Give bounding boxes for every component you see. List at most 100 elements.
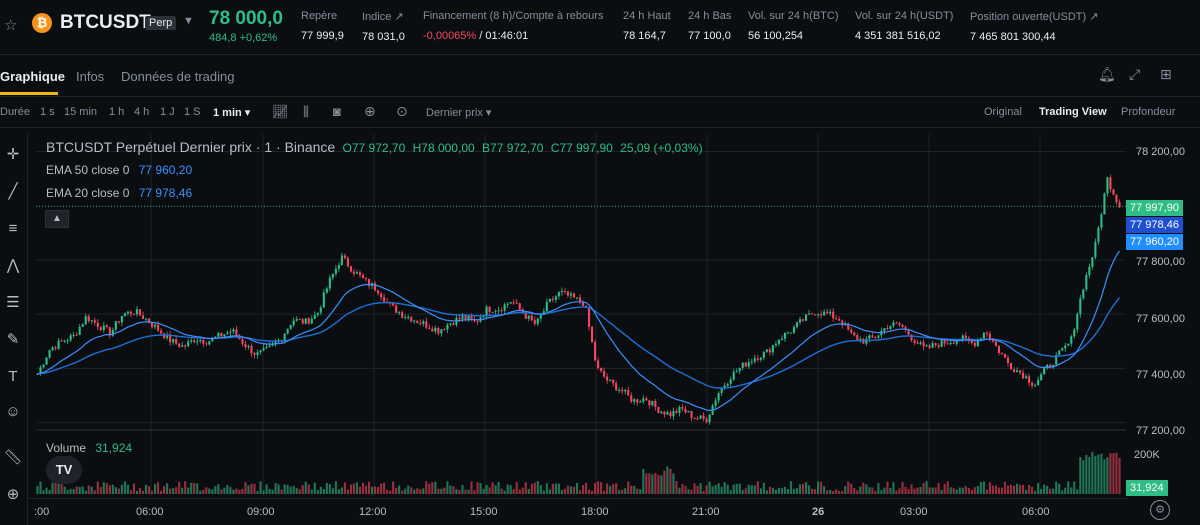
candle-body (1006, 357, 1010, 363)
add-indicator-icon[interactable]: ⊕ (364, 103, 376, 119)
interval-1w[interactable]: 1 S (184, 106, 201, 118)
collapse-legend-button[interactable]: ▲ (45, 210, 69, 228)
volume-bar (491, 482, 494, 494)
interval-15min[interactable]: 15 min (64, 106, 98, 118)
alert-bell-icon[interactable]: 🔔︎ (1098, 66, 1116, 82)
interval-4h[interactable]: 4 h (134, 106, 150, 118)
volume-bar (431, 482, 434, 494)
candle-body (874, 336, 877, 338)
tab-trading-data[interactable]: Données de trading (121, 69, 235, 84)
camera-icon[interactable]: ◙ (333, 104, 341, 119)
volume-bar (461, 484, 464, 494)
tab-info[interactable]: Infos (76, 69, 105, 84)
volume-bar (271, 489, 274, 494)
trend-line-icon[interactable]: ╱ (8, 183, 18, 200)
volume-bar (1000, 487, 1004, 494)
volume-bar (157, 482, 160, 494)
volume-bar (1009, 484, 1013, 494)
volume-bar (452, 486, 455, 494)
candle-body (75, 334, 78, 336)
volume-bar (786, 489, 790, 494)
chart-settings-icon[interactable]: ⚙ (1150, 500, 1170, 520)
volume-bar (413, 489, 416, 494)
indicators-icon[interactable]: 📈︎ (272, 104, 289, 119)
volume-bar (458, 490, 461, 494)
volume-bar (708, 481, 711, 494)
candle-body (714, 400, 717, 406)
volume-bar (687, 489, 690, 494)
main-tabs: Graphique Infos Données de trading (0, 55, 1200, 97)
candle-body (1031, 382, 1034, 386)
candle-body (214, 336, 217, 338)
volume-bar (138, 488, 142, 494)
volume-bar (536, 481, 539, 494)
view-trading-view[interactable]: Trading View (1039, 106, 1107, 118)
tab-chart[interactable]: Graphique (0, 69, 66, 84)
candle-body (910, 334, 913, 341)
candle-body (648, 400, 651, 406)
candle-body (256, 352, 259, 355)
drawing-toolbar: ✛ ╱ ≡ ⋀ ☰ ✎ T ☺ 📏︎ ⊕ (0, 134, 28, 525)
candle-body (883, 328, 886, 331)
time-axis[interactable]: :00 06:00 09:00 12:00 15:00 18:00 21:00 … (28, 498, 1128, 525)
volume-bar (1118, 457, 1121, 494)
zoom-in-icon[interactable]: ⊕ (6, 486, 20, 503)
candle-body (705, 418, 708, 423)
volume-bar (144, 484, 148, 494)
volume-bar (660, 475, 663, 494)
fib-levels-icon[interactable]: ☰ (6, 294, 20, 311)
pattern-icon[interactable]: ⋀ (6, 257, 20, 274)
candle-body (325, 288, 328, 293)
horizontal-lines-icon[interactable]: ≡ (8, 220, 18, 237)
volume-bar (1003, 481, 1007, 494)
candle-body (123, 313, 126, 316)
candle-body (792, 327, 796, 333)
price-chart[interactable] (36, 134, 1126, 496)
symbol-dropdown-icon[interactable]: ▼ (183, 15, 194, 27)
candle-body (307, 318, 310, 324)
candle-body (961, 335, 964, 341)
interval-1min-dropdown[interactable]: 1 min ▾ (213, 107, 251, 119)
candle-body (295, 319, 298, 321)
interval-1d[interactable]: 1 J (160, 106, 175, 118)
settings-circle-icon[interactable]: ⊙ (396, 103, 408, 119)
view-depth[interactable]: Profondeur (1121, 106, 1176, 118)
view-original[interactable]: Original (984, 106, 1022, 118)
candle-body (729, 379, 732, 384)
fullscreen-icon[interactable]: ⤢ (1129, 66, 1141, 82)
volume-bar (407, 485, 410, 494)
favorite-star-icon[interactable]: ☆ (4, 17, 18, 34)
candle-body (1012, 369, 1016, 373)
volume-bar (428, 483, 431, 494)
volume-bar (771, 487, 774, 494)
ema20-badge: 77 978,46 (1126, 217, 1183, 233)
stat-index-price[interactable]: Indice ↗ 78 031,0 (362, 11, 405, 43)
volume-bar (42, 490, 45, 494)
text-tool-icon[interactable]: T (8, 368, 18, 385)
interval-1s[interactable]: 1 s (40, 106, 55, 118)
ruler-icon[interactable]: 📏︎ (3, 449, 23, 466)
layout-grid-icon[interactable]: ⊞ (1160, 66, 1172, 82)
interval-1h[interactable]: 1 h (109, 106, 125, 118)
volume-bar (75, 486, 78, 494)
volume-bar (364, 485, 368, 494)
stat-open-interest[interactable]: Position ouverte(USDT) ↗ 7 465 801 300,44 (970, 11, 1099, 43)
candle-style-icon[interactable]: ⫼ (303, 104, 309, 119)
brush-icon[interactable]: ✎ (6, 331, 20, 348)
volume-bar (506, 484, 509, 494)
price-axis[interactable]: 78 200,00 77 800,00 77 600,00 77 400,00 … (1128, 134, 1200, 496)
volume-bar (952, 488, 955, 494)
candle-body (524, 313, 527, 319)
volume-bar (241, 489, 244, 494)
crosshair-icon[interactable]: ✛ (6, 146, 20, 163)
candle-body (687, 410, 690, 413)
candle-body (512, 302, 515, 304)
volume-bar (497, 482, 500, 494)
candle-body (262, 348, 265, 351)
volume-bar (744, 488, 747, 494)
symbol-name[interactable]: BTCUSDT (60, 12, 151, 33)
volume-bar (539, 485, 542, 494)
volume-bar (997, 487, 1000, 494)
price-type-dropdown[interactable]: Dernier prix ▾ (426, 107, 492, 119)
emoji-icon[interactable]: ☺ (5, 403, 21, 420)
